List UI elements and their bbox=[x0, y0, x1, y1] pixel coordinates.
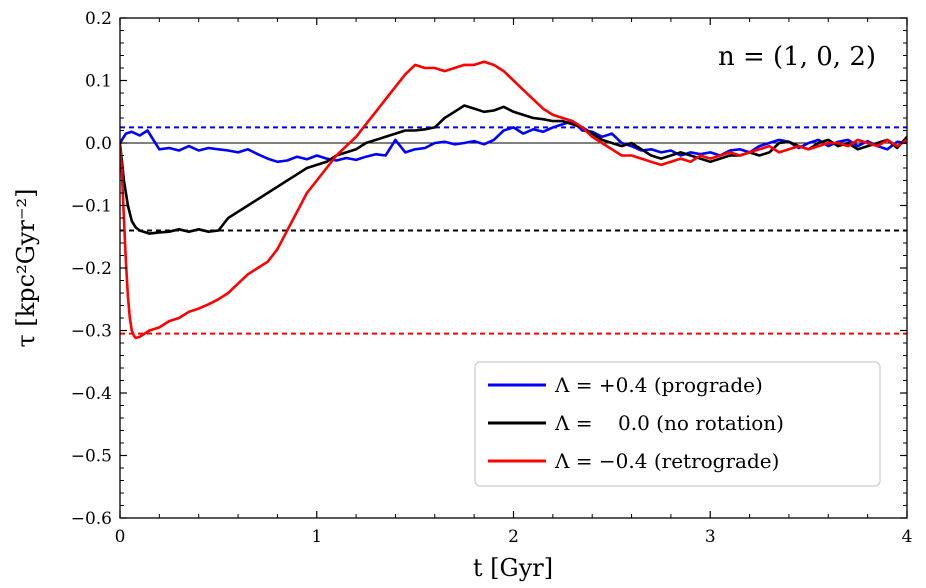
annotation-label: n = (1, 0, 2) bbox=[718, 42, 876, 72]
legend-label-0: Λ = +0.4 (prograde) bbox=[554, 373, 763, 397]
y-tick-label: −0.1 bbox=[71, 197, 112, 217]
plot-frame bbox=[119, 17, 908, 519]
legend-label-2: Λ = −0.4 (retrograde) bbox=[554, 449, 779, 473]
legend: Λ = +0.4 (prograde) Λ = 0.0 (no rotation)… bbox=[474, 361, 881, 487]
y-tick-label: 0.2 bbox=[85, 9, 112, 29]
x-tick-label: 2 bbox=[508, 527, 519, 547]
y-tick-label: −0.3 bbox=[71, 322, 112, 342]
series-line-1 bbox=[120, 104, 907, 235]
x-tick-label: 3 bbox=[705, 527, 716, 547]
series-line-2 bbox=[120, 60, 907, 340]
y-tick-label: −0.5 bbox=[71, 447, 112, 467]
x-tick-label: 1 bbox=[311, 527, 322, 547]
x-tick-label: 0 bbox=[115, 527, 126, 547]
y-tick-label: −0.4 bbox=[71, 384, 112, 404]
x-tick-label: 4 bbox=[902, 527, 913, 547]
y-axis-label: τ [kpc²Gyr⁻²] bbox=[12, 188, 40, 347]
legend-label-1: Λ = 0.0 (no rotation) bbox=[554, 411, 784, 435]
series-line-0 bbox=[120, 119, 907, 164]
y-tick-label: −0.6 bbox=[71, 509, 112, 529]
x-axis-label: t [Gyr] bbox=[473, 554, 553, 582]
y-tick-label: 0.1 bbox=[85, 72, 112, 92]
y-tick-label: −0.2 bbox=[71, 259, 112, 279]
y-tick-label: 0.0 bbox=[85, 134, 112, 154]
legend-box bbox=[474, 361, 881, 487]
